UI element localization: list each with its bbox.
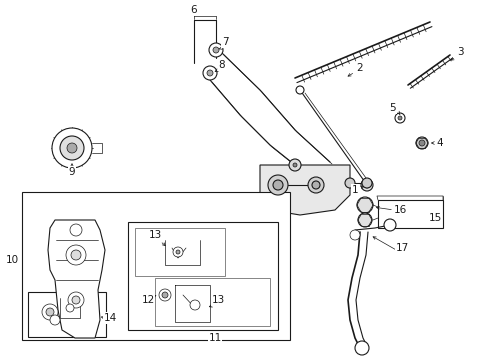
Circle shape (383, 219, 395, 231)
Circle shape (206, 70, 213, 76)
Circle shape (345, 178, 354, 188)
Circle shape (208, 43, 223, 57)
Circle shape (267, 175, 287, 195)
Circle shape (360, 179, 372, 191)
Circle shape (66, 245, 86, 265)
Bar (128, 222, 278, 330)
Circle shape (173, 247, 183, 257)
Circle shape (46, 308, 54, 316)
Text: 3: 3 (456, 47, 462, 57)
Bar (155, 278, 269, 326)
Polygon shape (48, 220, 105, 338)
Text: 4: 4 (436, 138, 443, 148)
Text: 8: 8 (218, 60, 225, 70)
Circle shape (70, 224, 82, 236)
Bar (28, 292, 106, 337)
Circle shape (66, 304, 74, 312)
Circle shape (307, 177, 324, 193)
Polygon shape (260, 165, 349, 215)
Circle shape (418, 140, 424, 146)
Text: 5: 5 (389, 103, 395, 113)
Circle shape (60, 136, 84, 160)
Circle shape (176, 250, 180, 254)
Text: 17: 17 (395, 243, 408, 253)
Circle shape (72, 296, 80, 304)
Text: 13: 13 (211, 295, 224, 305)
Text: 1: 1 (351, 185, 358, 195)
Circle shape (288, 159, 301, 171)
Circle shape (203, 66, 217, 80)
Circle shape (213, 47, 219, 53)
Circle shape (162, 292, 168, 298)
Text: 9: 9 (68, 167, 75, 177)
Circle shape (52, 128, 92, 168)
Text: 7: 7 (221, 37, 228, 47)
Circle shape (361, 178, 371, 188)
Circle shape (295, 86, 304, 94)
Text: 15: 15 (427, 213, 441, 223)
Circle shape (397, 116, 401, 120)
Circle shape (354, 341, 368, 355)
Circle shape (272, 180, 283, 190)
Circle shape (190, 300, 200, 310)
Circle shape (357, 213, 371, 227)
Circle shape (356, 197, 372, 213)
Text: 10: 10 (5, 255, 19, 265)
Circle shape (159, 289, 171, 301)
Bar (377, 200, 442, 228)
Circle shape (363, 182, 369, 188)
Text: 2: 2 (356, 63, 363, 73)
Circle shape (311, 181, 319, 189)
Circle shape (71, 250, 81, 260)
Text: 12: 12 (141, 295, 154, 305)
Circle shape (67, 143, 77, 153)
Circle shape (42, 304, 58, 320)
Circle shape (349, 230, 359, 240)
Text: 6: 6 (190, 5, 197, 15)
Text: 13: 13 (148, 230, 162, 240)
Circle shape (68, 292, 84, 308)
Circle shape (292, 163, 296, 167)
Circle shape (50, 315, 60, 325)
Text: 11: 11 (208, 333, 221, 343)
Bar (22, 192, 289, 340)
Circle shape (415, 137, 427, 149)
Text: 16: 16 (392, 205, 406, 215)
Bar (135, 228, 224, 276)
Circle shape (394, 113, 404, 123)
Text: 14: 14 (103, 313, 116, 323)
